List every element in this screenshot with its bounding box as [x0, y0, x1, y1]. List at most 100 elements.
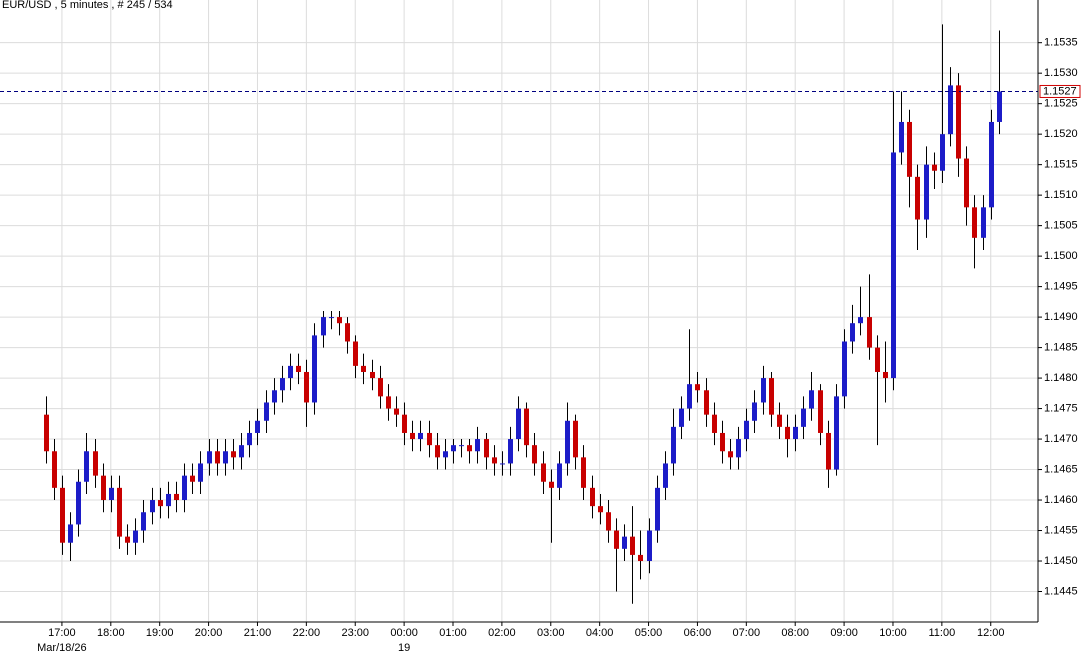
candle-body [402, 414, 407, 433]
chart-title: EUR/USD , 5 minutes , # 245 / 534 [2, 0, 173, 11]
candle-body [606, 512, 611, 531]
candle-body [215, 451, 220, 464]
x-tick-label: 08:00 [781, 627, 809, 639]
candle-body [720, 432, 725, 452]
candle-body [198, 463, 203, 482]
candle-body [712, 414, 717, 433]
candle-body [353, 341, 358, 366]
candle-body [264, 402, 269, 421]
y-tick-label: 1.1455 [1044, 524, 1078, 536]
candle-body [386, 396, 391, 409]
candle-body [850, 323, 855, 342]
candle-body [769, 378, 774, 415]
candle-body [809, 390, 814, 409]
candle-body [174, 493, 179, 501]
candle-body [785, 426, 790, 440]
candle-body [744, 420, 749, 440]
candle-body [907, 121, 912, 177]
y-tick-label: 1.1520 [1044, 128, 1078, 140]
candle-body [329, 317, 334, 319]
x-tick-label: 18:00 [97, 627, 125, 639]
candle-body [158, 500, 163, 507]
candle-body [875, 347, 880, 372]
candle-body [182, 475, 187, 501]
candle-body [818, 390, 823, 433]
candle-body [695, 384, 700, 391]
candle-body [549, 481, 554, 488]
x-tick-label: 05:00 [635, 627, 663, 639]
candle-body [671, 426, 676, 464]
candle-body [736, 439, 741, 458]
x-tick-label: 17:00 [48, 627, 76, 639]
candle-body [981, 207, 986, 238]
candle-body [972, 207, 977, 238]
candle-body [427, 432, 432, 446]
candle-body [761, 378, 766, 403]
candle-body [956, 85, 961, 159]
candle-body [410, 432, 415, 440]
candle-body [638, 554, 643, 562]
candle-body [858, 317, 863, 324]
candle-body [451, 445, 456, 452]
candle-body [663, 463, 668, 488]
candle-body [630, 536, 635, 555]
candle-body [948, 85, 953, 135]
candle-body [924, 164, 929, 220]
candle-body [166, 493, 171, 507]
candle-body [125, 536, 130, 543]
candle-body [867, 317, 872, 348]
candle-body [312, 335, 317, 403]
x-tick-label: 12:00 [977, 627, 1005, 639]
x-tick-label: 00:00 [390, 627, 418, 639]
x-tick-label: 20:00 [195, 627, 223, 639]
candle-body [541, 463, 546, 482]
y-tick-label: 1.1465 [1044, 463, 1078, 475]
candle-body [590, 487, 595, 507]
candle-body [231, 451, 236, 458]
y-tick-label: 1.1505 [1044, 220, 1078, 232]
x-tick-label: 07:00 [733, 627, 761, 639]
candle-body [777, 414, 782, 427]
y-tick-label: 1.1445 [1044, 585, 1078, 597]
x-tick-label: 02:00 [488, 627, 516, 639]
candle-body [101, 475, 106, 501]
last-price-label: 1.1527 [1043, 85, 1077, 97]
candle-body [247, 432, 252, 446]
candle-body [997, 91, 1002, 122]
y-tick-label: 1.1475 [1044, 402, 1078, 414]
candle-body [68, 524, 73, 543]
y-tick-label: 1.1510 [1044, 189, 1078, 201]
candle-body [524, 408, 529, 446]
candle-body [647, 530, 652, 562]
x-tick-label: 09:00 [830, 627, 858, 639]
candle-body [891, 152, 896, 379]
candle-body [557, 463, 562, 488]
x-date-label: 19 [398, 642, 410, 654]
candle-body [443, 451, 448, 458]
candle-body [899, 121, 904, 153]
candle-body [932, 164, 937, 171]
candle-body [337, 317, 342, 324]
candle-body [826, 432, 831, 470]
y-tick-label: 1.1535 [1044, 37, 1078, 49]
candle-body [84, 451, 89, 482]
x-date-label: Mar/18/26 [37, 642, 87, 654]
candle-body [304, 371, 309, 403]
x-tick-label: 04:00 [586, 627, 614, 639]
candle-body [459, 445, 464, 447]
candle-body [288, 365, 293, 379]
candle-body [272, 390, 277, 403]
candle-body [679, 408, 684, 427]
candle-body [378, 378, 383, 397]
candle-body [418, 432, 423, 440]
y-tick-label: 1.1525 [1044, 98, 1078, 110]
x-tick-label: 23:00 [341, 627, 369, 639]
candle-body [296, 365, 301, 372]
candle-body [581, 457, 586, 488]
y-tick-label: 1.1480 [1044, 372, 1078, 384]
candle-body [687, 384, 692, 409]
candles [0, 24, 1038, 604]
candle-body [492, 457, 497, 464]
candle-body [394, 408, 399, 415]
